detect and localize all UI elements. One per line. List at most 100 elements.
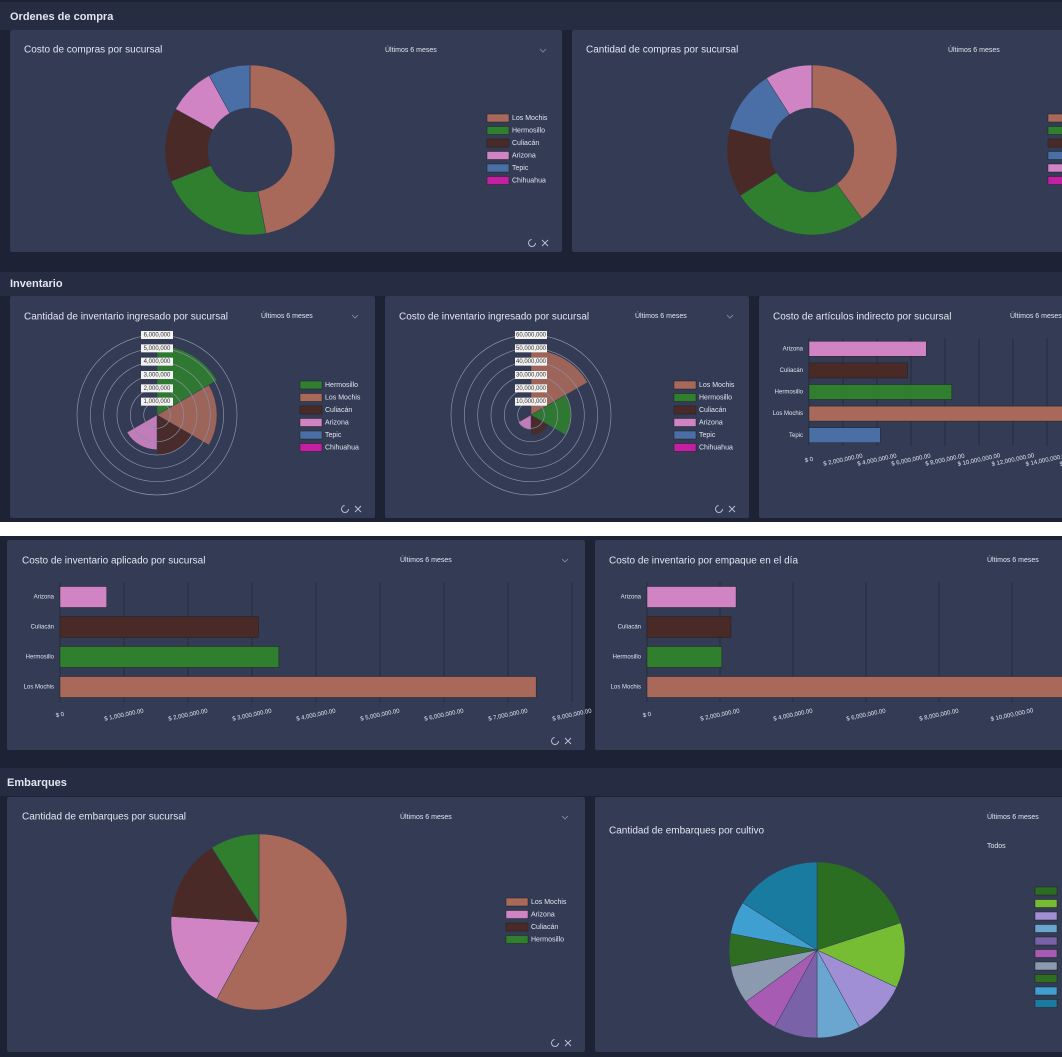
legend-swatch: [1047, 151, 1062, 160]
legend-label: Hermosillo: [512, 127, 545, 134]
y-tick-label: Los Mochis: [773, 411, 803, 417]
period-filter[interactable]: Últimos 6 meses: [400, 812, 452, 821]
period-filter[interactable]: Últimos 6 meses: [987, 812, 1039, 821]
r-tick-label: 5,000,000: [144, 346, 171, 352]
panel: [10, 30, 562, 252]
dropdown-chevron: [539, 48, 547, 53]
tick-label-bg: [515, 371, 547, 379]
r-tick-label: 6,000,000: [144, 333, 171, 339]
period-filter[interactable]: Últimos 6 meses: [1010, 311, 1062, 320]
chart-title: Cantidad de embarques por sucursal: [22, 812, 186, 823]
legend-label: Los Mochis: [325, 394, 361, 401]
legend-swatch: [299, 418, 323, 427]
legend-swatch: [673, 430, 697, 440]
r-tick-label: 2,000,000: [144, 386, 171, 392]
legend-swatch: [1034, 924, 1058, 933]
panel: [572, 30, 1062, 252]
legend-label: Chihuahua: [325, 444, 359, 451]
chart-title: Costo de artículos indirecto por sucursa…: [773, 312, 951, 323]
close-icon[interactable]: [541, 239, 549, 247]
dropdown-chevron: [726, 314, 734, 319]
section-header: [0, 272, 1062, 296]
pie-slice: [816, 922, 906, 988]
refresh-icon[interactable]: [551, 1039, 559, 1047]
y-tick-label: Los Mochis: [24, 685, 54, 691]
chart-title: Cantidad de embarques por cultivo: [609, 826, 765, 837]
chart-title: Costo de inventario aplicado por sucursa…: [22, 556, 205, 567]
pie-slice: [816, 861, 902, 951]
tick-label-bg: [515, 397, 547, 406]
pie-slice: [249, 64, 336, 234]
bar: [808, 341, 927, 357]
refresh-icon[interactable]: [715, 505, 723, 513]
period-filter[interactable]: Últimos 6 meses: [987, 555, 1039, 564]
legend-label: Culiacán: [699, 407, 726, 414]
r-tick-label: 10,000,000: [516, 399, 547, 405]
legend-swatch: [299, 405, 323, 415]
legend-swatch: [673, 405, 697, 415]
chart-title: Cantidad de compras por sucursal: [586, 45, 738, 56]
close-icon[interactable]: [564, 737, 572, 745]
close-icon[interactable]: [564, 1039, 572, 1047]
refresh-icon[interactable]: [551, 737, 559, 745]
pie-slice: [170, 916, 260, 1000]
pie-slice: [211, 833, 260, 923]
pie-slice: [170, 165, 267, 236]
r-tick-label: 30,000,000: [516, 373, 547, 379]
polar-sector: [517, 414, 532, 430]
polar-sector: [156, 384, 218, 446]
bar: [646, 616, 732, 638]
pie-slice: [170, 847, 260, 923]
y-tick-label: Hermosillo: [775, 390, 804, 396]
legend-swatch: [486, 113, 510, 123]
r-tick-label: 4,000,000: [144, 359, 171, 365]
legend-label: Hermosillo: [531, 936, 564, 943]
legend-label: Tepic: [512, 165, 529, 172]
period-filter[interactable]: Últimos 6 meses: [948, 45, 1000, 54]
legend-swatch: [1034, 986, 1058, 996]
legend-label: Los Mochis: [699, 382, 735, 389]
y-tick-label: Culiacán: [780, 368, 803, 374]
legend-swatch: [299, 443, 323, 452]
legend-swatch: [486, 176, 510, 185]
chart-title: Costo de inventario por empaque en el dí…: [609, 556, 798, 567]
y-tick-label: Arizona: [621, 595, 642, 601]
legend-swatch: [299, 380, 323, 390]
chart-title: Cantidad de inventario ingresado por suc…: [24, 312, 228, 323]
legend-swatch: [486, 126, 510, 135]
legend-swatch: [486, 163, 510, 173]
legend-label: Culiacán: [325, 407, 352, 414]
period-filter[interactable]: Últimos 6 meses: [385, 45, 437, 54]
refresh-icon[interactable]: [528, 239, 536, 247]
chart-title: Costo de compras por sucursal: [24, 45, 162, 56]
y-tick-label: Culiacán: [31, 625, 54, 631]
period-filter[interactable]: Últimos 6 meses: [261, 311, 313, 320]
bar: [808, 405, 1062, 422]
refresh-icon[interactable]: [341, 505, 349, 513]
period-filter[interactable]: Últimos 6 meses: [635, 311, 687, 320]
r-tick-label: 20,000,000: [516, 386, 547, 392]
legend-swatch: [505, 897, 529, 907]
section-title: Embarques: [7, 777, 67, 789]
close-icon[interactable]: [728, 505, 736, 513]
bar: [646, 586, 737, 608]
legend-swatch: [1034, 886, 1058, 896]
legend-label: Chihuahua: [512, 177, 546, 184]
bar: [808, 362, 908, 379]
dropdown-chevron: [351, 314, 359, 319]
period-filter[interactable]: Últimos 6 meses: [400, 555, 452, 564]
close-icon[interactable]: [354, 505, 362, 513]
legend-label: Los Mochis: [512, 115, 548, 122]
y-tick-label: Los Mochis: [611, 685, 641, 691]
y-tick-label: Arizona: [34, 595, 55, 601]
section-header: [0, 2, 1062, 30]
chart-title: Costo de inventario ingresado por sucurs…: [399, 312, 589, 323]
tick-label-bg: [515, 384, 547, 393]
crop-filter[interactable]: Todos: [987, 843, 1006, 850]
pie-slice: [811, 64, 898, 220]
legend-swatch: [1047, 138, 1062, 148]
r-tick-label: 3,000,000: [144, 373, 171, 379]
y-tick-label: Hermosillo: [613, 655, 642, 661]
dropdown-chevron: [561, 815, 569, 820]
